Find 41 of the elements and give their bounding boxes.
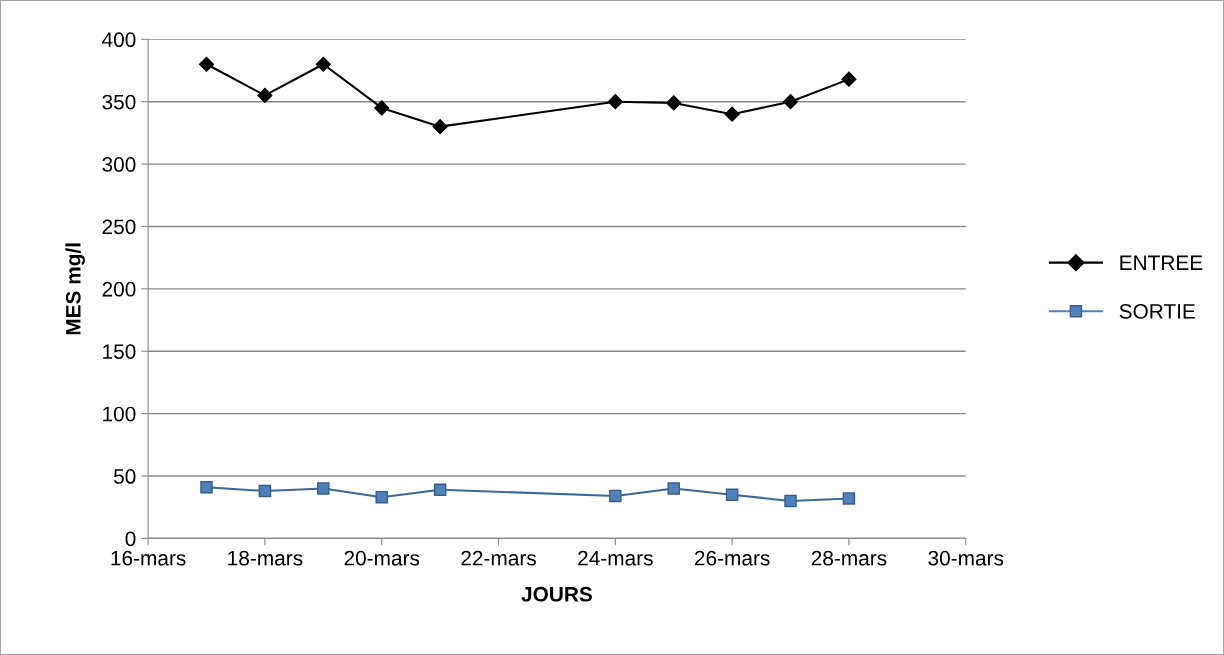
point [841, 71, 857, 87]
point [667, 482, 680, 495]
y-tick-label: 200 [102, 281, 136, 297]
point [198, 56, 215, 72]
point [724, 106, 740, 122]
point [317, 482, 330, 495]
point [257, 87, 273, 104]
x-tick-label: 22-mars [461, 550, 536, 566]
y-axis-title: MES mg/l [65, 243, 85, 335]
point [842, 492, 856, 505]
x-tick-label: 24-mars [578, 550, 653, 566]
legend-label: SORTIE [1119, 303, 1195, 319]
point [258, 484, 272, 498]
y-tick-label: 300 [102, 157, 136, 172]
point [782, 94, 799, 110]
y-tick-label: 250 [102, 219, 136, 235]
y-tick-label: 0 [125, 531, 136, 547]
point [375, 490, 388, 504]
point [374, 100, 390, 116]
point [200, 481, 213, 494]
x-tick-label: 16-mars [111, 550, 186, 566]
y-tick-label: 400 [102, 32, 136, 48]
point [609, 489, 622, 503]
x-tick-label: 18-mars [228, 550, 303, 566]
y-tick-label: 100 [103, 406, 136, 422]
x-tick-label: 28-mars [811, 550, 887, 566]
legend-label: ENTREE [1120, 255, 1203, 270]
y-tick-label: 150 [103, 344, 136, 359]
y-tick-label: 50 [113, 469, 136, 484]
point [666, 95, 682, 111]
point [784, 494, 797, 508]
point [607, 94, 623, 110]
x-tick-label: 20-mars [344, 550, 420, 566]
x-axis-title: JOURS [521, 586, 592, 602]
y-tick-label: 350 [102, 94, 136, 110]
point [725, 488, 739, 501]
x-tick-label: 26-mars [694, 550, 770, 566]
point [432, 119, 448, 135]
x-tick-label: 30-mars [928, 550, 1004, 566]
point [433, 483, 447, 496]
point [315, 56, 331, 72]
